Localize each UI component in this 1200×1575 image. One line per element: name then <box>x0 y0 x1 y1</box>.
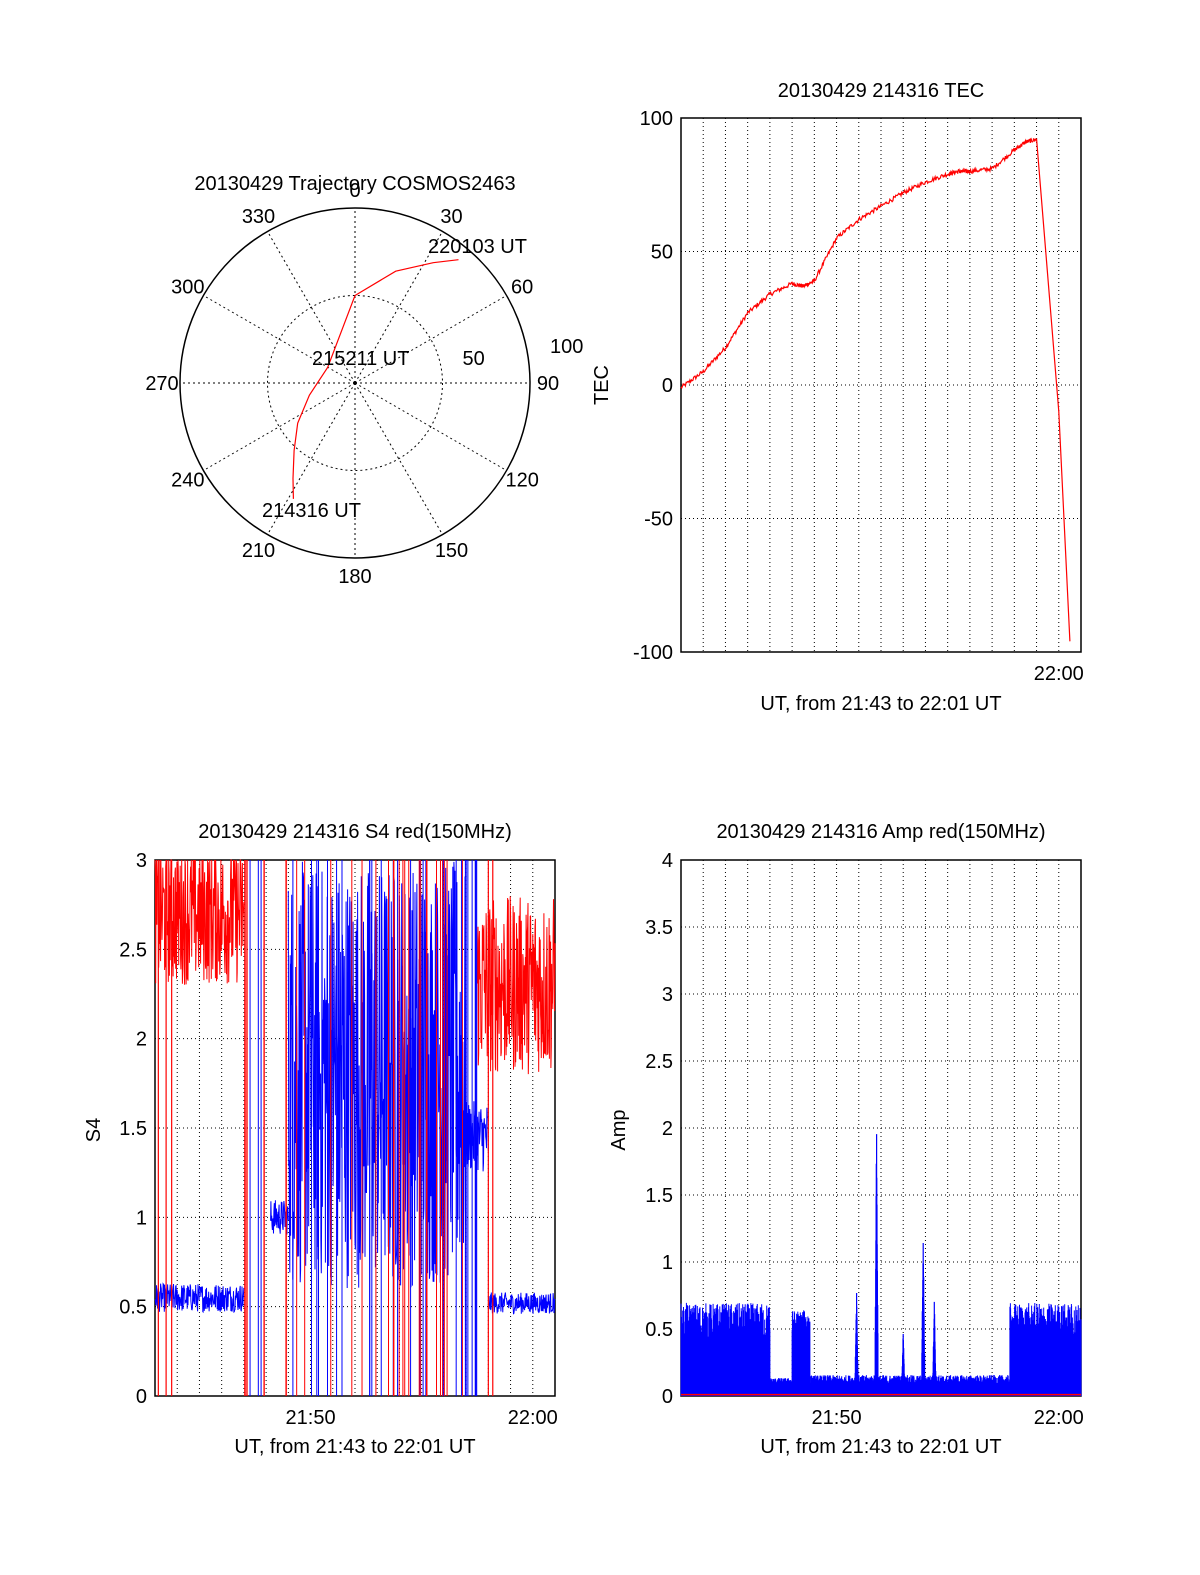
polar-angle-tick: 270 <box>145 373 178 395</box>
polar-angle-tick: 120 <box>505 470 538 492</box>
polar-spoke <box>354 382 507 471</box>
s4-ylabel: S4 <box>83 1118 105 1142</box>
amp-series-blue <box>1009 1303 1082 1396</box>
s4-ytick-label: 2.5 <box>119 939 147 961</box>
amp-ytick-label: 4 <box>662 850 673 872</box>
s4-ytick-label: 1.5 <box>119 1118 147 1140</box>
amp-ylabel: Amp <box>608 1109 630 1150</box>
s4-series-blue <box>465 1101 489 1173</box>
tec-ytick-label: -100 <box>633 642 673 664</box>
tec-ytick-label: -50 <box>644 509 673 531</box>
trajectory-end-label: 220103 UT <box>428 236 527 258</box>
polar-spoke <box>354 295 507 384</box>
amp-ytick-label: 2 <box>662 1118 673 1140</box>
s4-plot: 20130429 214316 S4 red(150MHz) UT, from … <box>83 821 558 1458</box>
tec-ytick-label: 0 <box>662 375 673 397</box>
amp-spike <box>932 1301 937 1396</box>
polar-angle-tick: 0 <box>349 180 360 202</box>
s4-series-blue <box>487 1292 556 1315</box>
amp-xtick-label: 21:50 <box>812 1407 862 1429</box>
polar-angle-tick: 240 <box>171 470 204 492</box>
polar-spoke <box>267 382 356 535</box>
s4-ytick-label: 2 <box>136 1029 147 1051</box>
amp-series-blue <box>680 1302 771 1396</box>
s4-series-red <box>154 859 245 985</box>
polar-angle-tick: 30 <box>440 206 462 228</box>
tec-ylabel: TEC <box>591 365 613 405</box>
polar-spoke <box>203 295 356 384</box>
trajectory-line <box>292 259 459 499</box>
polar-radial-tick: 50 <box>463 348 485 370</box>
s4-frame <box>154 859 556 1397</box>
amp-series-blue <box>791 1310 811 1396</box>
amp-title: 20130429 214316 Amp red(150MHz) <box>716 821 1045 843</box>
s4-xlabel: UT, from 21:43 to 22:01 UT <box>234 1436 475 1458</box>
s4-title: 20130429 214316 S4 red(150MHz) <box>198 821 512 843</box>
s4-series-blue <box>270 1200 289 1235</box>
amp-ytick-label: 3.5 <box>645 917 673 939</box>
tec-frame <box>680 117 1082 653</box>
amp-series-blue <box>809 1375 1011 1396</box>
polar-angle-tick: 330 <box>242 206 275 228</box>
polar-trajectory-plot: 20130429 Trajectory COSMOS2463 0 30 60 90 12… <box>145 173 583 588</box>
s4-xtick-label: 21:50 <box>286 1407 336 1429</box>
s4-ytick-label: 0 <box>136 1386 147 1408</box>
polar-spoke <box>267 231 356 384</box>
amp-spike <box>874 1134 879 1396</box>
polar-radial-tick: 100 <box>550 336 583 358</box>
tec-series-line <box>680 137 1071 642</box>
trajectory-mid-label: 215211 UT <box>312 348 409 370</box>
amp-ytick-label: 0.5 <box>645 1319 673 1341</box>
s4-series-blue <box>287 861 467 1289</box>
amp-ytick-label: 0 <box>662 1386 673 1408</box>
s4-xtick-label: 22:00 <box>508 1407 558 1429</box>
polar-spoke <box>354 382 443 535</box>
polar-angle-tick: 210 <box>242 540 275 562</box>
amp-ytick-label: 1 <box>662 1252 673 1274</box>
trajectory-start-label: 214316 UT <box>262 500 361 522</box>
amp-spike <box>854 1293 859 1396</box>
s4-ytick-label: 0.5 <box>119 1297 147 1319</box>
s4-ytick-label: 1 <box>136 1207 147 1229</box>
polar-title: 20130429 Trajectory COSMOS2463 <box>194 173 515 195</box>
amp-xlabel: UT, from 21:43 to 22:01 UT <box>760 1436 1001 1458</box>
polar-spoke <box>203 382 356 471</box>
s4-ytick-label: 3 <box>136 850 147 872</box>
amp-series-blue <box>769 1378 793 1396</box>
amp-spike <box>901 1334 906 1396</box>
polar-angle-labels: 0 30 60 90 120 150 180 210 240 270 300 330 50 100 <box>145 180 583 588</box>
polar-grid <box>179 207 531 559</box>
tec-ytick-label: 100 <box>640 108 673 130</box>
polar-outer-circle <box>179 207 531 559</box>
tec-plot: 20130429 214316 TEC UT, from 21:43 to 22… <box>591 80 1084 715</box>
tec-title: 20130429 214316 TEC <box>778 80 984 102</box>
tec-xlabel: UT, from 21:43 to 22:01 UT <box>760 693 1001 715</box>
amp-ytick-label: 1.5 <box>645 1185 673 1207</box>
amp-spike <box>921 1243 926 1396</box>
amp-ytick-label: 2.5 <box>645 1051 673 1073</box>
tec-xtick-label: 22:00 <box>1034 663 1084 685</box>
amp-xtick-label: 22:00 <box>1034 1407 1084 1429</box>
polar-spoke <box>354 231 443 384</box>
s4-series-blue <box>154 1282 245 1314</box>
polar-angle-tick: 150 <box>435 540 468 562</box>
amp-plot: 20130429 214316 Amp red(150MHz) UT, from… <box>608 821 1084 1458</box>
s4-series-red <box>476 896 556 1075</box>
amp-ytick-label: 3 <box>662 984 673 1006</box>
polar-angle-tick: 300 <box>171 277 204 299</box>
tec-ytick-label: 50 <box>651 242 673 264</box>
polar-angle-tick: 180 <box>338 566 371 588</box>
polar-angle-tick: 60 <box>511 277 533 299</box>
polar-angle-tick: 90 <box>537 373 559 395</box>
